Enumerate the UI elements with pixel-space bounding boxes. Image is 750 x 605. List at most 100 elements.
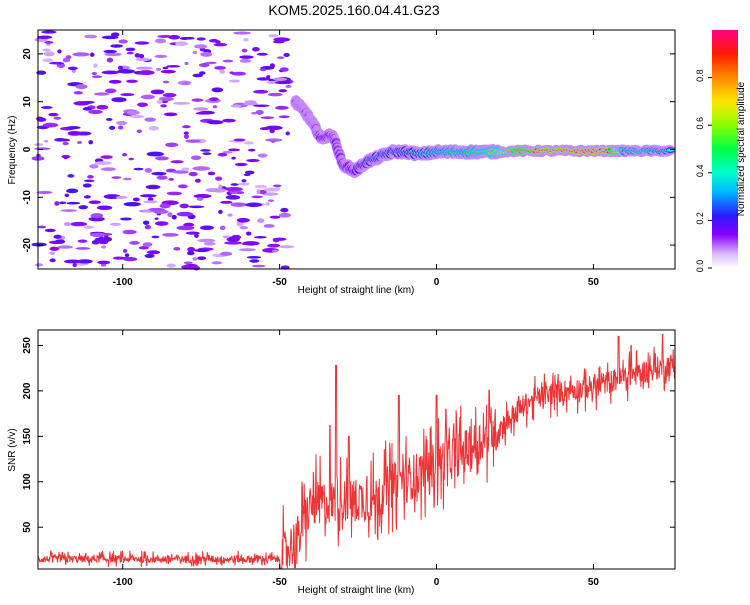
spectrogram-noise-cell [123,248,128,253]
spectrogram-noise-cell [123,257,138,262]
spectrogram-noise-cell [83,179,95,183]
spectrogram-noise-cell [148,125,160,131]
spectrogram-noise-cell [272,184,282,188]
spectrogram-noise-cell [167,212,173,218]
spectrogram-noise-cell [211,261,223,265]
spectrogram-noise-cell [265,202,270,206]
spectrogram-noise-cell [109,222,122,226]
spectrogram-noise-cell [89,164,99,169]
spectrogram-noise-cell [160,69,176,74]
snr-x-axis-label: Height of straight line (km) [298,585,415,596]
spectrogram-noise-cell [231,156,236,160]
spectrogram-noise-cell [145,184,161,190]
spectrogram-noise-cell [236,221,244,227]
spectrogram-noise-cell [42,122,59,128]
spectrogram-noise-cell [256,77,271,81]
spectrogram-noise-cell [260,116,275,120]
spectrogram-noise-cell [88,109,103,114]
spectrogram-noise-cell [88,216,105,222]
spectrogram-noise-cell [285,131,290,136]
spectrogram-noise-cell [234,162,248,167]
spectrogram-noise-cell [166,65,181,68]
spectrogram-noise-cell [155,221,169,226]
spectrogram-noise-cell [148,207,165,212]
spectrogram-noise-cell [222,235,231,238]
spectrogram-noise-cell [257,218,265,224]
spectrogram-noise-cell [135,66,153,70]
spectrogram-noise-cell [192,73,204,78]
spectrogram-noise-cell [101,70,119,75]
spectrogram-noise-cell [57,245,73,249]
spectrogram-noise-cell [272,238,280,243]
spectrogram-noise-cell [37,35,53,40]
snr-x-tick-label: -100 [113,577,133,588]
spectrogram-noise-cell [64,193,70,198]
spectrogram-noise-cell [285,85,292,88]
spectrogram-noise-cell [129,240,140,245]
spectrogram-noise-cell [89,232,106,237]
spectrogram-noise-cell [123,201,142,207]
spectrogram-noise-cell [119,217,132,221]
spectrogram-x-tick-label: 0 [434,277,440,288]
spectrogram-noise-cell [205,188,220,193]
spectrogram-noise-cell [268,34,279,38]
spectrogram-noise-cell [276,56,285,60]
spectrogram-noise-cell [37,225,47,229]
spectrogram-noise-cell [225,186,243,192]
spectrogram-noise-cell [63,155,68,160]
colorbar-label: Normalized spectral amplitude [736,81,747,216]
spectrogram-noise-cell [209,97,219,102]
snr-series [37,334,676,569]
spectrogram-noise-cell [283,52,290,58]
spectrogram-noise-cell [173,102,191,105]
spectrogram-noise-cell [111,97,127,103]
spectrogram-x-axis-label: Height of straight line (km) [298,285,415,296]
spectrogram-noise-cell [87,174,94,179]
spectrogram-noise-cell [176,225,195,231]
spectrogram-noise-cell [67,66,78,71]
spectrogram-noise-cell [228,148,241,152]
spectrogram-noise-cell [126,51,134,55]
spectrogram-noise-cell [278,89,288,93]
spectrogram-noise-cell [206,120,224,125]
spectrogram-noise-cell [182,82,191,85]
spectrogram-noise-cell [105,118,113,121]
spectrogram-noise-cell [273,77,288,82]
spectrogram-noise-cell [89,52,95,57]
spectrogram-noise-cell [181,167,190,172]
spectrogram-noise-cell [205,61,217,65]
spectrogram-noise-cell [104,88,117,94]
spectrogram-noise-cell [269,63,275,69]
spectrogram-noise-cell [116,120,128,126]
snr-y-tick-label: 100 [22,473,33,490]
spectrogram-noise-cell [137,70,155,76]
spectrogram-noise-cell [238,182,250,186]
spectrogram-noise-cell [211,87,224,93]
spectrogram-noise-cell [154,54,168,58]
spectrogram-noise-cell [202,152,212,156]
spectrogram-noise-cell [111,176,122,179]
spectrogram-noise-cell [224,241,242,245]
spectrogram-noise-cell [66,201,81,205]
spectrogram-noise-cell [115,195,128,199]
spectrogram-noise-cell [280,207,289,213]
spectrogram-noise-cell [172,170,189,174]
snr-line [37,334,676,569]
spectrogram-y-tick-label: -10 [22,190,33,205]
spectrogram-noise-cell [138,246,149,250]
figure-title: KOM5.2025.160.04.41.G23 [268,2,439,18]
spectrogram-noise-cell [194,248,210,253]
spectrogram-noise-cell [188,205,205,209]
colorbar-tick-label: 0.6 [695,117,705,130]
spectrogram-noise-cell [155,156,169,161]
spectrogram-noise-cell [213,42,228,47]
spectrogram-noise-cell [151,171,167,176]
snr-panel: -100 -50 0 50 50 100 150 200 250 Height of stra… [7,329,676,596]
spectrogram-noise-cell [195,111,210,115]
spectrogram-noise-cell [150,89,165,95]
spectrogram-noise-cell [66,126,81,130]
spectrogram-noise-cell [182,125,191,129]
spectrogram-noise-cell [66,188,79,194]
